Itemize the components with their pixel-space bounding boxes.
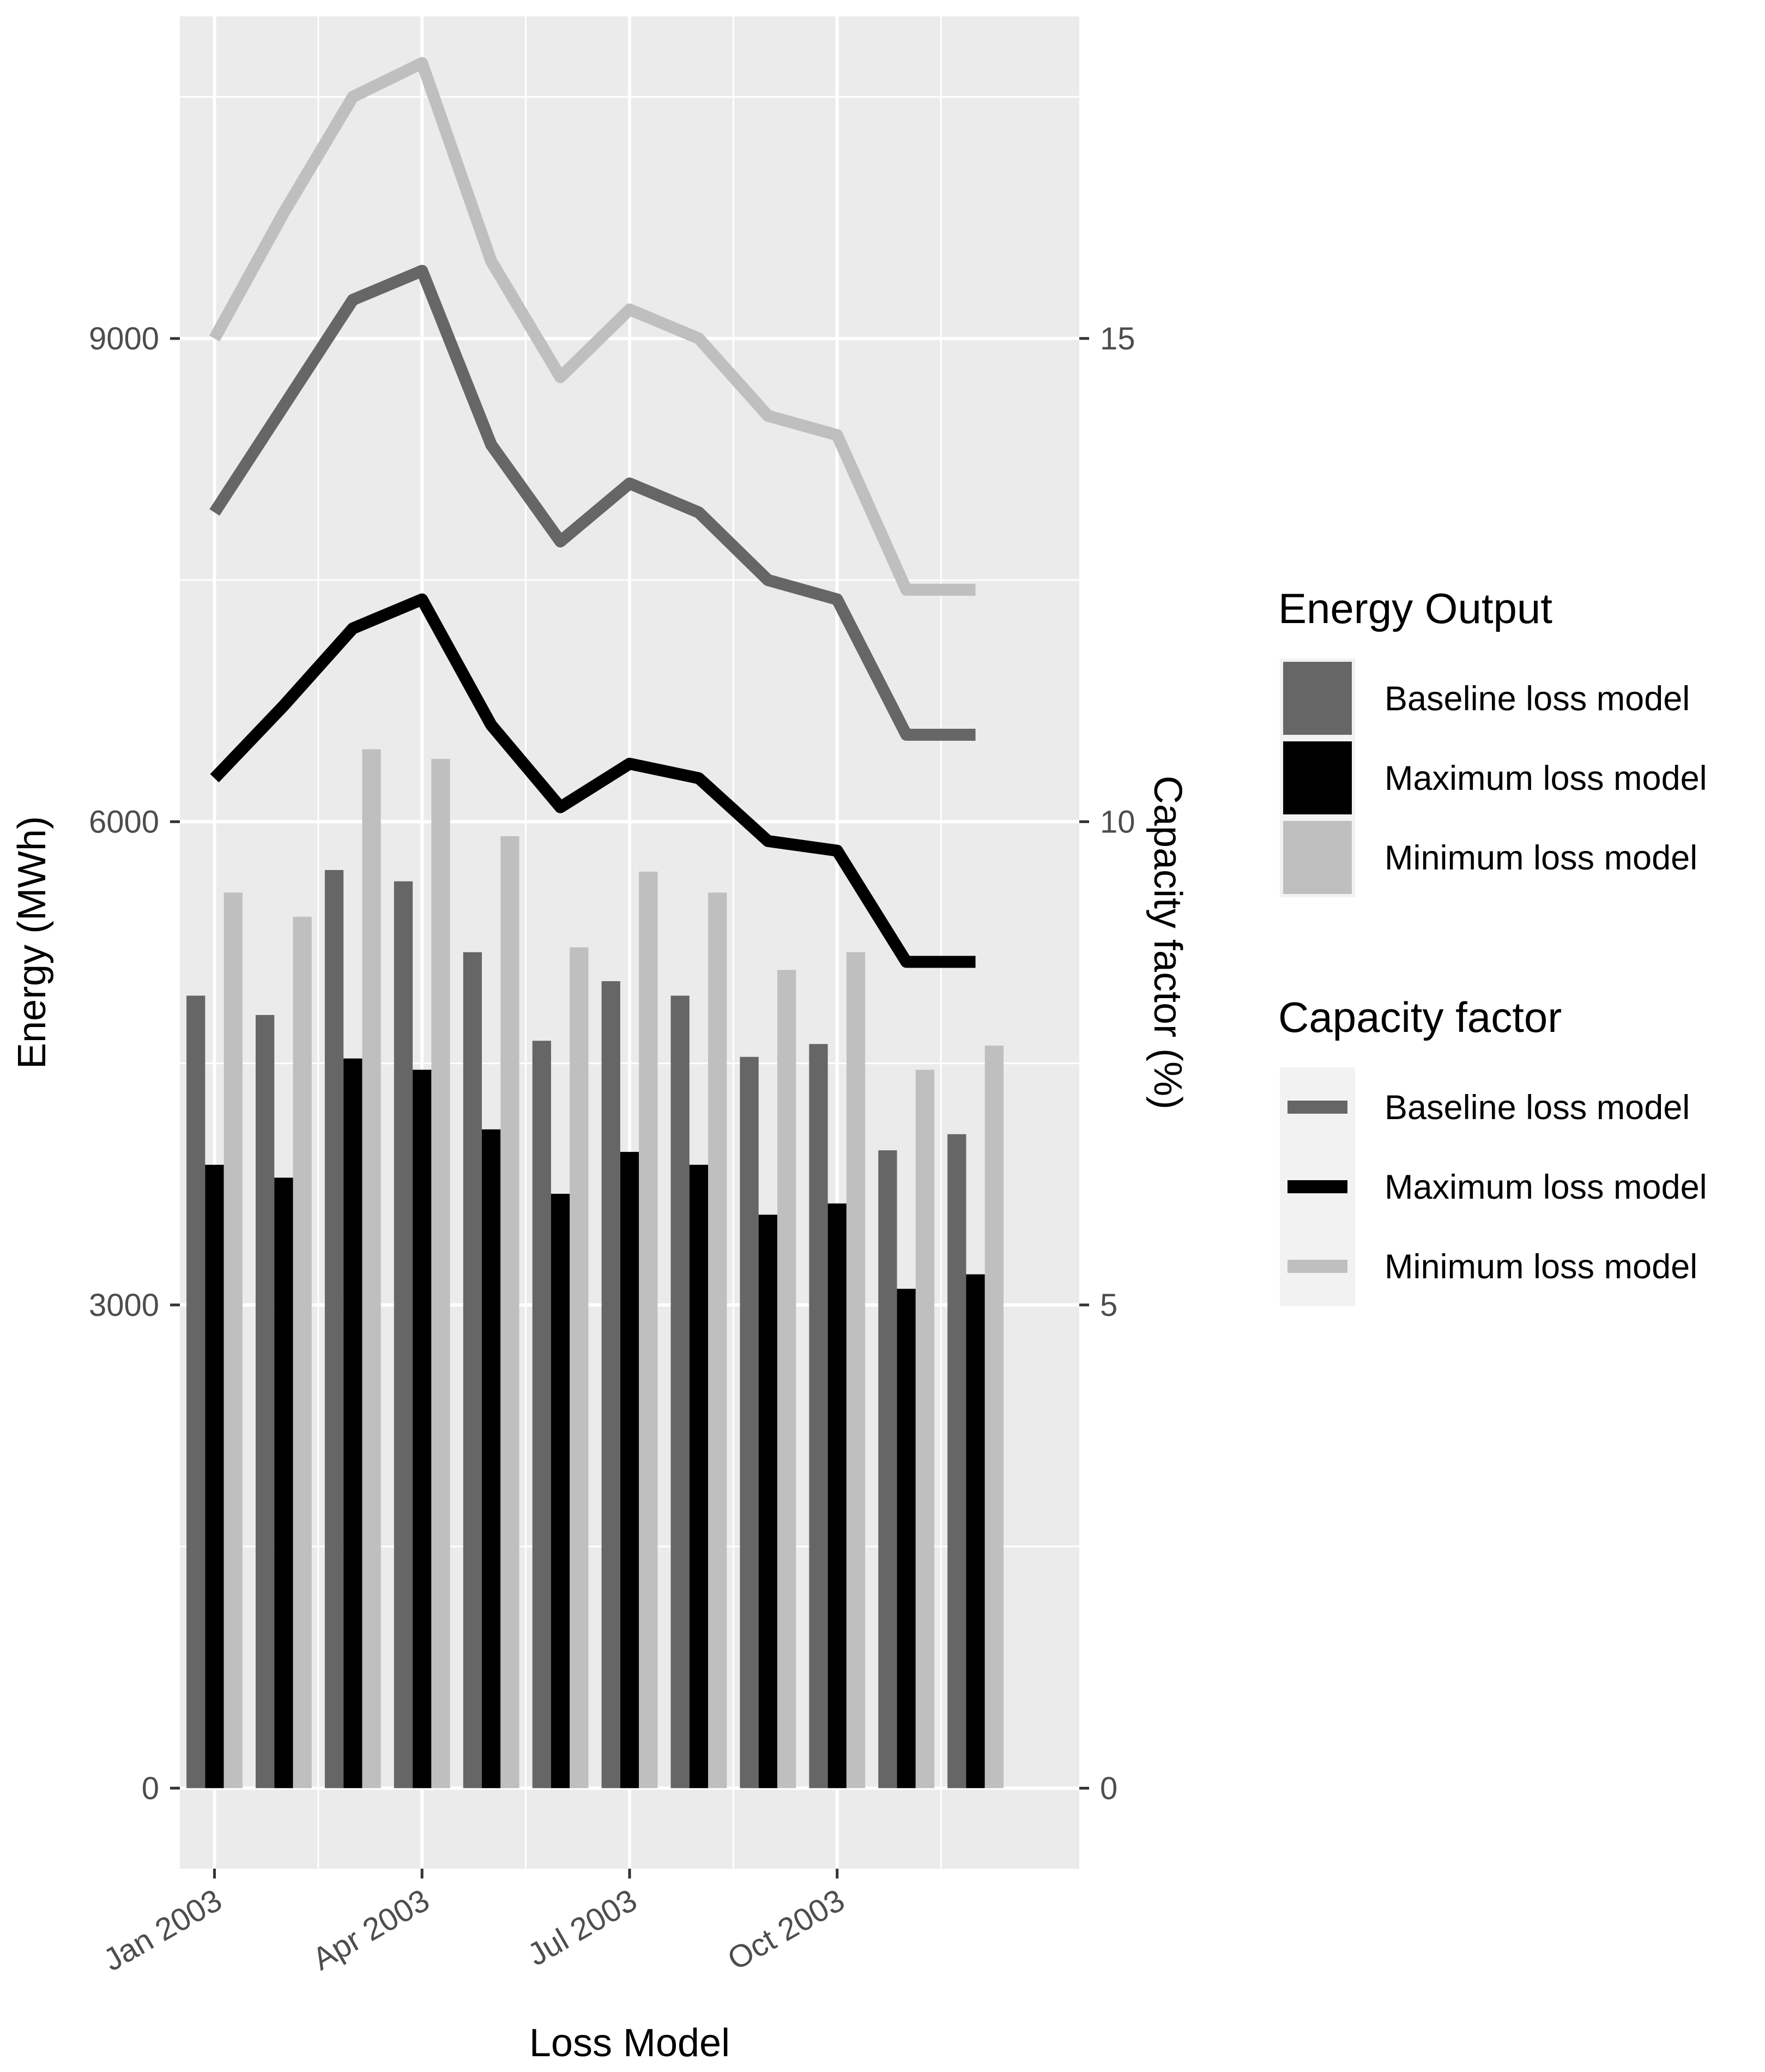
x-tick-label: Oct 2003 xyxy=(722,1882,850,1977)
bar-maximum-nov-2003 xyxy=(897,1289,916,1789)
bar-maximum-mar-2003 xyxy=(343,1058,362,1789)
left-tick-label: 6000 xyxy=(89,804,159,839)
right-tick-label: 10 xyxy=(1100,804,1135,839)
left-axis: 0 3000 6000 9000 xyxy=(89,321,180,1806)
bar-maximum-feb-2003 xyxy=(274,1177,293,1789)
bar-minimum-jul-2003 xyxy=(639,871,658,1789)
bar-minimum-jun-2003 xyxy=(570,947,589,1789)
right-tick-label: 0 xyxy=(1100,1771,1117,1806)
bar-baseline-dec-2003 xyxy=(947,1134,966,1789)
left-tick-label: 3000 xyxy=(89,1288,159,1323)
bar-maximum-jun-2003 xyxy=(551,1193,570,1789)
bar-baseline-jun-2003 xyxy=(532,1041,551,1789)
legend-capacity-title: Capacity factor xyxy=(1278,993,1562,1041)
bar-baseline-nov-2003 xyxy=(878,1150,897,1789)
bar-maximum-jul-2003 xyxy=(620,1152,639,1789)
bar-maximum-dec-2003 xyxy=(966,1274,985,1789)
line-capacity-minimum xyxy=(209,57,976,596)
legend-label-energy: Minimum loss model xyxy=(1385,839,1697,877)
legend-key-energy-maximum xyxy=(1283,741,1352,814)
bar-baseline-apr-2003 xyxy=(394,881,413,1789)
x-tick-label: Jul 2003 xyxy=(522,1882,643,1973)
bar-baseline-oct-2003 xyxy=(809,1044,828,1789)
right-tick-label: 15 xyxy=(1100,321,1135,357)
bar-baseline-may-2003 xyxy=(463,952,482,1789)
legend-label-energy: Baseline loss model xyxy=(1385,680,1690,718)
left-tick-label: 9000 xyxy=(89,321,159,357)
bar-baseline-feb-2003 xyxy=(255,1014,275,1789)
bar-minimum-mar-2003 xyxy=(362,749,381,1789)
bar-maximum-aug-2003 xyxy=(689,1164,709,1789)
x-axis-title: Loss Model xyxy=(529,2021,730,2065)
bar-maximum-oct-2003 xyxy=(827,1203,847,1789)
bar-baseline-jul-2003 xyxy=(601,981,620,1789)
bar-minimum-may-2003 xyxy=(500,836,519,1789)
bars xyxy=(186,749,1004,1789)
bar-minimum-oct-2003 xyxy=(846,952,866,1789)
left-tick-label: 0 xyxy=(142,1771,159,1806)
legend-label-capacity: Maximum loss model xyxy=(1385,1168,1707,1206)
lines xyxy=(209,57,976,968)
line-capacity-baseline xyxy=(209,264,976,741)
bar-maximum-may-2003 xyxy=(482,1129,501,1789)
bar-minimum-aug-2003 xyxy=(708,892,727,1789)
y-axis-left-title: Energy (MWh) xyxy=(10,816,54,1069)
y-axis-right-title: Capacity factor (%) xyxy=(1146,776,1189,1109)
right-axis: 0 5 10 15 xyxy=(1079,321,1135,1806)
x-tick-label: Jan 2003 xyxy=(98,1882,228,1978)
bar-baseline-sep-2003 xyxy=(740,1056,759,1789)
bar-maximum-apr-2003 xyxy=(413,1070,432,1789)
bar-maximum-jan-2003 xyxy=(205,1164,224,1789)
bar-minimum-nov-2003 xyxy=(915,1070,935,1789)
legend-label-capacity: Baseline loss model xyxy=(1385,1089,1690,1127)
bar-baseline-mar-2003 xyxy=(324,870,344,1789)
legend-label-energy: Maximum loss model xyxy=(1385,759,1707,798)
right-tick-label: 5 xyxy=(1100,1288,1117,1323)
legend-energy-output: Energy Output Baseline loss model Maximum… xyxy=(1278,584,1707,897)
bar-minimum-dec-2003 xyxy=(984,1046,1004,1789)
bar-minimum-feb-2003 xyxy=(293,916,312,1789)
bar-minimum-apr-2003 xyxy=(431,759,450,1789)
bar-baseline-aug-2003 xyxy=(670,995,690,1789)
legend-key-energy-baseline xyxy=(1283,662,1352,735)
line-capacity-maximum xyxy=(210,593,976,968)
x-tick-label: Apr 2003 xyxy=(306,1882,435,1977)
x-axis: Jan 2003 Apr 2003 Jul 2003 Oct 2003 xyxy=(98,1869,850,1978)
bar-minimum-sep-2003 xyxy=(777,970,796,1789)
bar-minimum-jan-2003 xyxy=(223,892,243,1789)
legend-capacity-factor: Capacity factor Baseline loss model Maxim… xyxy=(1278,993,1707,1306)
legend-energy-title: Energy Output xyxy=(1278,584,1552,632)
bar-maximum-sep-2003 xyxy=(758,1215,777,1789)
bar-baseline-jan-2003 xyxy=(186,995,205,1789)
legend-label-capacity: Minimum loss model xyxy=(1385,1248,1697,1286)
legend-key-energy-minimum xyxy=(1283,821,1352,894)
